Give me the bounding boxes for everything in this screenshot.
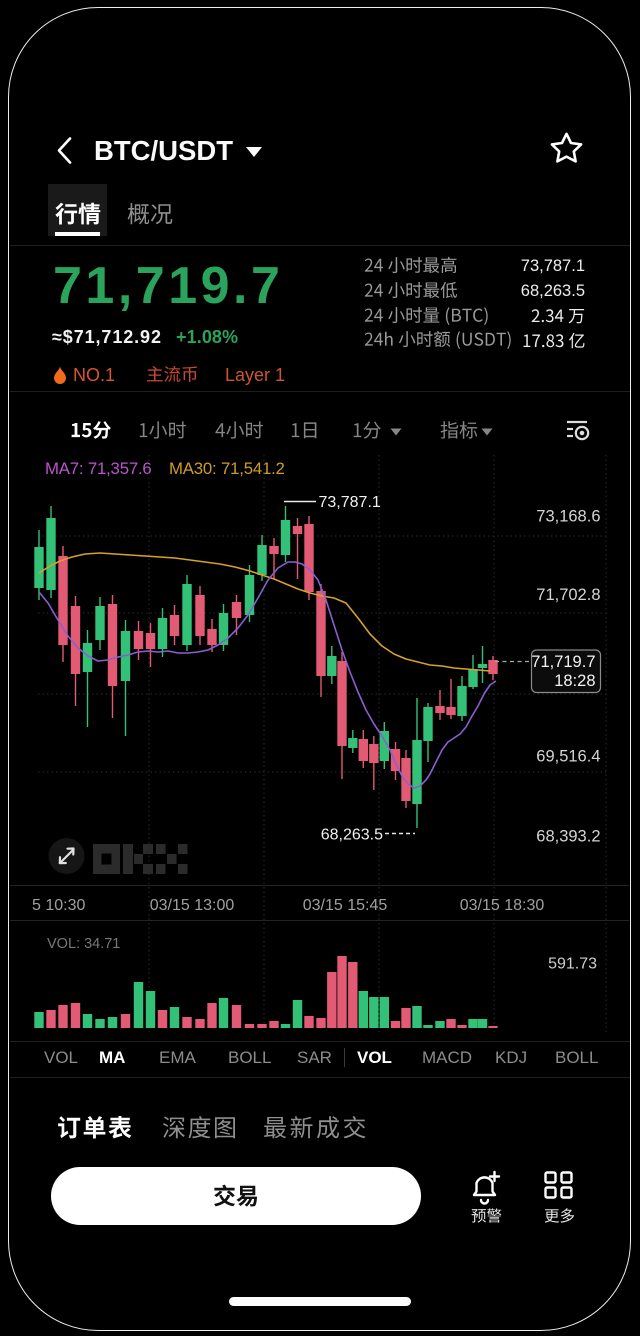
svg-text:5 10:30: 5 10:30 (32, 897, 85, 914)
svg-text:VOL: 34.71: VOL: 34.71 (47, 936, 120, 952)
svg-text:68,263.5: 68,263.5 (321, 827, 383, 844)
svg-text:73,787.1: 73,787.1 (319, 494, 381, 511)
svg-text:68,393.2: 68,393.2 (536, 828, 600, 846)
svg-text:71,719.7: 71,719.7 (531, 653, 595, 671)
svg-text:73,168.6: 73,168.6 (536, 508, 600, 526)
svg-text:71,702.8: 71,702.8 (536, 586, 600, 604)
svg-text:03/15 18:30: 03/15 18:30 (460, 897, 545, 914)
svg-text:69,516.4: 69,516.4 (536, 748, 600, 766)
svg-text:03/15 15:45: 03/15 15:45 (303, 897, 388, 914)
svg-text:591.73: 591.73 (548, 956, 597, 973)
svg-text:03/15 13:00: 03/15 13:00 (150, 897, 235, 914)
svg-text:18:28: 18:28 (554, 672, 595, 690)
